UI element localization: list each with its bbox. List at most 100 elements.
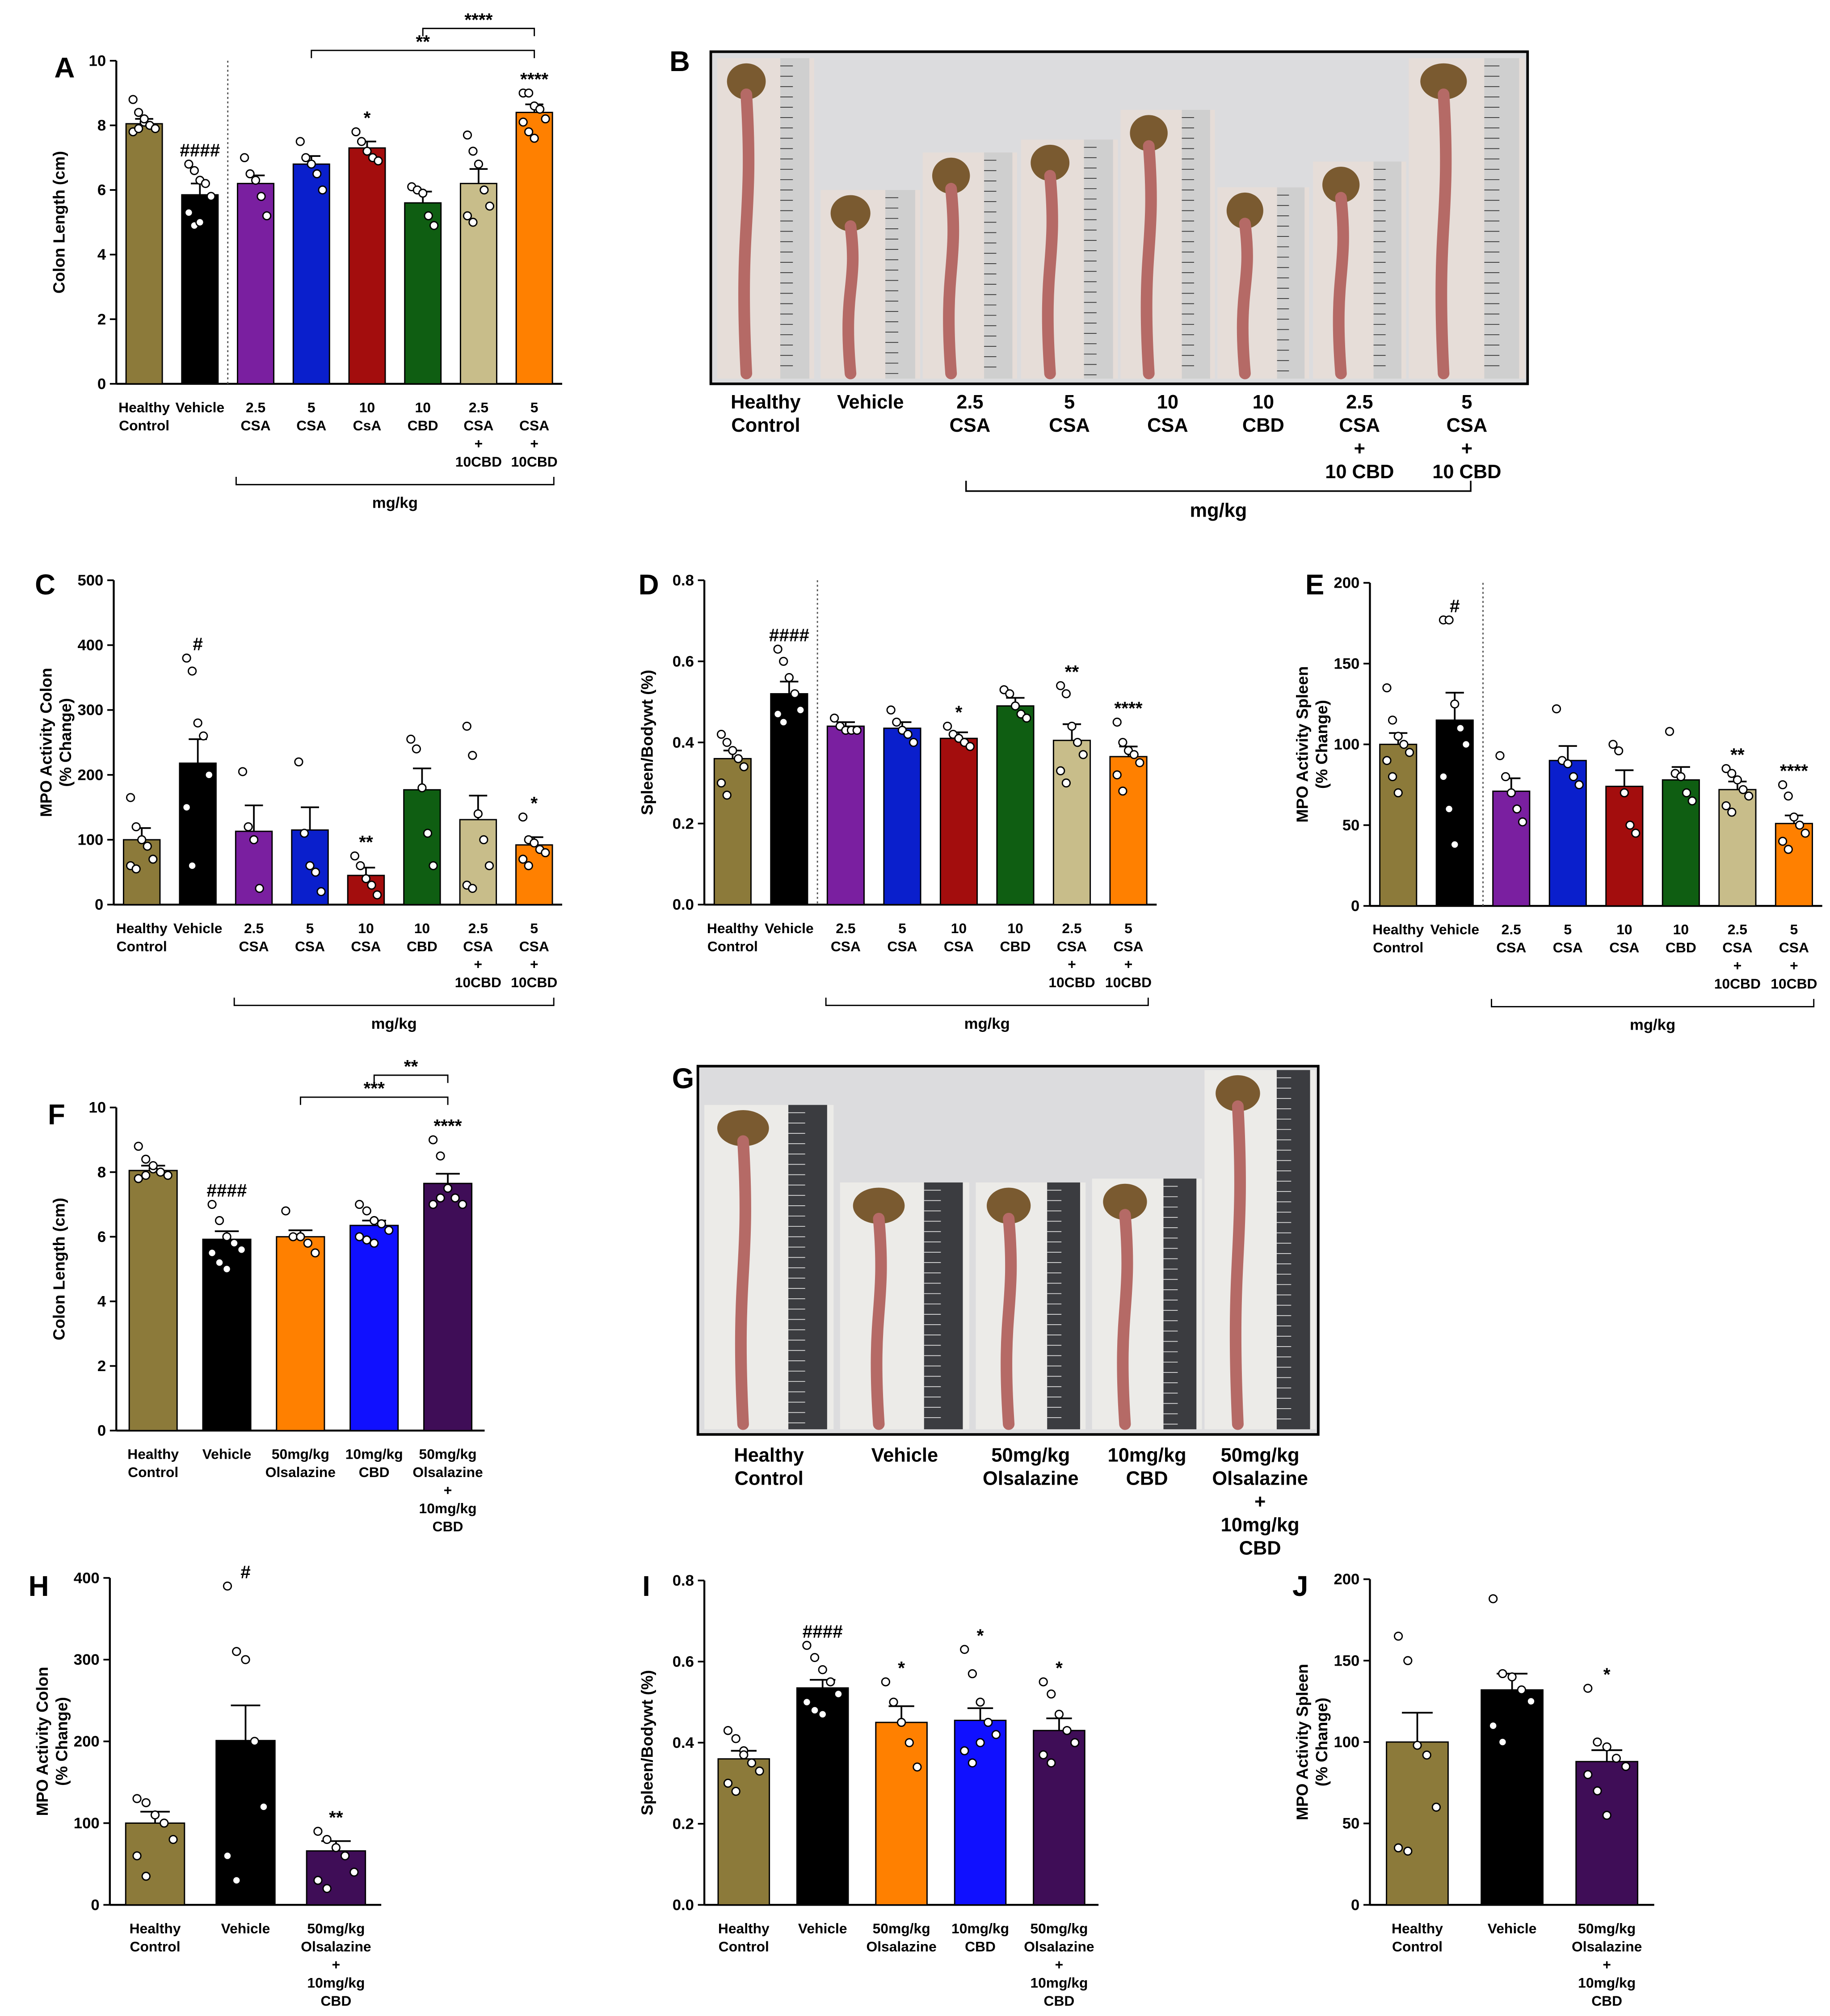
group-bracket [825,997,1149,1006]
y-tick-label: 10 [89,52,106,69]
x-tick-label: 10mg/kg CBD [345,1446,403,1480]
data-point [141,1798,151,1807]
x-tick-label-line: 10 [359,399,375,415]
x-tick-label: 5 CSA [296,399,326,433]
x-tick-label: 5 CSA [295,920,325,954]
x-tick-label-line: + [332,1957,341,1973]
photo-label-line: 10 CBD [1325,461,1394,483]
data-point [960,1746,969,1755]
data-point [163,1170,172,1180]
data-point [184,160,194,169]
x-tick-label: Vehicle [173,920,223,936]
significance: #### [207,1180,247,1201]
x-tick-label-line: CBD [408,417,438,434]
photo-label-line: CBD [1239,1538,1281,1559]
data-point [424,211,433,221]
ruler [1163,1178,1197,1430]
data-point [223,1851,232,1860]
data-point [151,124,160,133]
photo-label-line: CSA [950,415,991,436]
x-tick-label-line: CSA [519,938,549,954]
data-point [1733,775,1742,785]
x-tick-label-line: 10 [1007,920,1023,936]
x-tick-label-line: CSA [463,938,493,954]
x-tick-label: 5 CSA +10CBD [511,399,558,469]
photo-label-line: Olsalazine [1212,1468,1308,1490]
x-tick-label-line: CSA [1779,939,1809,955]
specimen-colon [1001,1212,1017,1430]
data-point [1450,699,1460,709]
photo-label-line: 50mg/kg [991,1444,1070,1466]
data-point [187,666,197,676]
data-point [1512,804,1522,814]
data-point [134,124,143,133]
x-tick-label-line: CBD [407,938,438,954]
y-axis-label-line: (% Change) [56,698,75,787]
x-tick-label-line: 5 [307,399,316,415]
data-point [1727,769,1737,778]
data-point [201,179,210,188]
data-point [468,147,478,156]
data-point [1611,1754,1621,1763]
data-point [223,1581,232,1591]
data-point [377,1219,386,1229]
data-point [943,721,952,731]
data-point [1608,740,1618,749]
y-tick-label: 0.2 [673,1815,694,1832]
x-tick-label: 5 CSA +10CBD [1105,920,1152,990]
x-tick-label-line: + [444,1482,452,1498]
data-point [1563,759,1573,769]
x-tick-label: 2.5 CSA [239,920,269,954]
data-point [1665,727,1674,736]
significance: * [898,1658,905,1678]
ruler [1084,139,1113,379]
data-point [313,1827,323,1836]
panel-letter: G [672,1063,694,1094]
data-point [255,884,264,893]
x-tick-label-line: CBD [320,1993,351,2009]
x-tick-label-line: 10CBD [1105,974,1152,990]
data-point [1602,1742,1611,1752]
data-point [1631,829,1641,838]
y-tick-label: 100 [77,832,103,849]
y-axis-label: Spleen/Bodywt (%) [638,1670,656,1815]
y-axis-label-line: Spleen/Bodywt (%) [638,670,656,815]
x-tick-label-line: 10 [415,399,431,415]
bar [1492,790,1531,907]
x-tick-label-line: 10mg/kg [951,1920,1009,1936]
x-tick-label-line: CSA [1496,939,1526,955]
data-point [1676,772,1686,782]
data-point [251,176,261,185]
photo-label: 5 CSA +10 CBD [1432,391,1501,483]
data-point [1444,804,1454,814]
specimen-cecum [932,157,970,194]
y-tick-label: 400 [74,1570,100,1587]
data-point [134,1141,143,1151]
y-tick-label: 0.2 [673,815,694,832]
x-tick-label-line: CBD [1044,1993,1075,2009]
data-point [1461,740,1471,749]
data-point [241,1655,250,1664]
data-point [249,835,259,845]
data-point [351,127,361,137]
data-point [1721,764,1731,773]
data-point [132,1794,142,1803]
data-point [1112,770,1122,779]
x-tick-label: Healthy Control [127,1446,179,1480]
x-tick-label-line: Control [1373,939,1423,955]
x-tick-label-line: 50mg/kg [1578,1920,1636,1936]
bar [796,1687,849,1906]
data-point [722,738,732,747]
x-tick-label-line: CSA [239,938,269,954]
data-point [1789,812,1799,822]
data-point [1450,840,1460,849]
data-point [889,1697,898,1707]
y-tick-label: 200 [1334,1571,1359,1588]
data-point [1569,772,1578,782]
data-point [524,861,533,871]
group-bracket [965,480,1472,492]
x-tick-label-line: Olsalazine [1024,1938,1094,1954]
data-point [1061,689,1071,699]
comparison-label: ** [404,1056,418,1077]
specimen-colon [1117,1209,1133,1430]
